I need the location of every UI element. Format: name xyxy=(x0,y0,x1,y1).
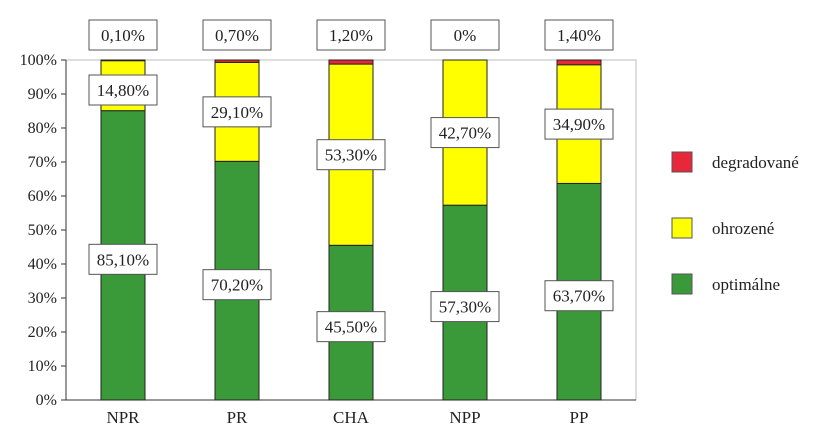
legend: degradované ohrozené optimálne xyxy=(671,151,799,295)
legend-swatch xyxy=(671,217,693,239)
y-tick-label: 70% xyxy=(28,154,57,171)
data-label-box xyxy=(430,117,500,149)
y-tick-label: 50% xyxy=(28,222,57,239)
data-label-degradované-NPP: 0% xyxy=(430,19,500,51)
data-label-box xyxy=(544,19,614,51)
data-labels: 85,10% 14,80% 0,10% 70,20% 29,10% 0,70% 45,50%… xyxy=(88,19,614,343)
data-label-box xyxy=(544,108,614,140)
data-label-ohrozené-NPR: 14,80% xyxy=(88,74,158,106)
data-label-text: 1,20% xyxy=(329,26,373,45)
legend-label: optimálne xyxy=(712,275,780,294)
data-label-box xyxy=(202,19,272,51)
x-axis-category-labels: NPR PR CHA NPP PP xyxy=(106,408,588,427)
legend-label: degradované xyxy=(712,153,799,172)
data-label-degradované-PR: 0,70% xyxy=(202,19,272,51)
x-category-label: NPR xyxy=(106,408,140,427)
data-label-box xyxy=(202,96,272,128)
legend-swatch xyxy=(671,273,693,295)
y-tick-label: 10% xyxy=(28,358,57,375)
bars xyxy=(100,59,602,401)
bar-segment-degradované-CHA xyxy=(328,59,374,65)
data-label-text: 0,70% xyxy=(215,26,259,45)
data-label-text: 85,10% xyxy=(97,250,149,269)
data-label-degradované-CHA: 1,20% xyxy=(316,19,386,51)
bar-segment-degradované-PP xyxy=(556,59,602,66)
data-label-box xyxy=(88,243,158,275)
x-category-label: NPP xyxy=(449,408,480,427)
legend-item-degradované: degradované xyxy=(671,151,799,173)
data-label-ohrozené-CHA: 53,30% xyxy=(316,139,386,171)
data-label-text: 57,30% xyxy=(439,298,491,317)
y-axis-ticks: 0% 10% 20% 30% 40% 50% 60% 70% 80% 90% 100% xyxy=(20,52,66,409)
data-label-optimálne-PP: 63,70% xyxy=(544,280,614,312)
data-label-optimálne-CHA: 45,50% xyxy=(316,311,386,343)
y-tick-label: 30% xyxy=(28,290,57,307)
data-label-box xyxy=(316,19,386,51)
data-label-text: 70,20% xyxy=(211,276,263,295)
bar-segment-degradované-NPR xyxy=(100,59,146,62)
x-category-label: CHA xyxy=(333,408,370,427)
data-label-optimálne-NPR: 85,10% xyxy=(88,243,158,275)
legend-item-optimálne: optimálne xyxy=(671,273,780,295)
x-category-label: PR xyxy=(227,408,248,427)
data-label-degradované-PP: 1,40% xyxy=(544,19,614,51)
data-label-text: 0,10% xyxy=(101,26,145,45)
data-label-box xyxy=(202,269,272,301)
data-label-text: 29,10% xyxy=(211,103,263,122)
legend-item-ohrozené: ohrozené xyxy=(671,217,774,239)
data-label-box xyxy=(430,19,500,51)
data-label-text: 63,70% xyxy=(553,287,605,306)
y-tick-label: 60% xyxy=(28,188,57,205)
data-label-text: 14,80% xyxy=(97,81,149,100)
y-tick-label: 80% xyxy=(28,120,57,137)
data-label-ohrozené-PR: 29,10% xyxy=(202,96,272,128)
legend-swatch xyxy=(671,151,693,173)
x-category-label: PP xyxy=(570,408,589,427)
data-label-text: 34,90% xyxy=(553,115,605,134)
data-label-box xyxy=(88,19,158,51)
y-tick-label: 0% xyxy=(36,392,57,409)
legend-label: ohrozené xyxy=(712,219,774,238)
data-label-box xyxy=(430,291,500,323)
y-tick-label: 40% xyxy=(28,256,57,273)
y-tick-label: 100% xyxy=(20,52,57,69)
data-label-text: 1,40% xyxy=(557,26,601,45)
data-label-text: 0% xyxy=(454,26,477,45)
data-label-optimálne-NPP: 57,30% xyxy=(430,291,500,323)
y-tick-label: 90% xyxy=(28,86,57,103)
data-label-box xyxy=(316,311,386,343)
data-label-degradované-NPR: 0,10% xyxy=(88,19,158,51)
data-label-box xyxy=(316,139,386,171)
data-label-ohrozené-PP: 34,90% xyxy=(544,108,614,140)
y-tick-label: 20% xyxy=(28,324,57,341)
data-label-text: 42,70% xyxy=(439,124,491,143)
data-label-box xyxy=(544,280,614,312)
data-label-optimálne-PR: 70,20% xyxy=(202,269,272,301)
bar-segment-degradované-PR xyxy=(214,59,260,63)
data-label-text: 45,50% xyxy=(325,318,377,337)
data-label-text: 53,30% xyxy=(325,146,377,165)
data-label-box xyxy=(88,74,158,106)
data-label-ohrozené-NPP: 42,70% xyxy=(430,117,500,149)
